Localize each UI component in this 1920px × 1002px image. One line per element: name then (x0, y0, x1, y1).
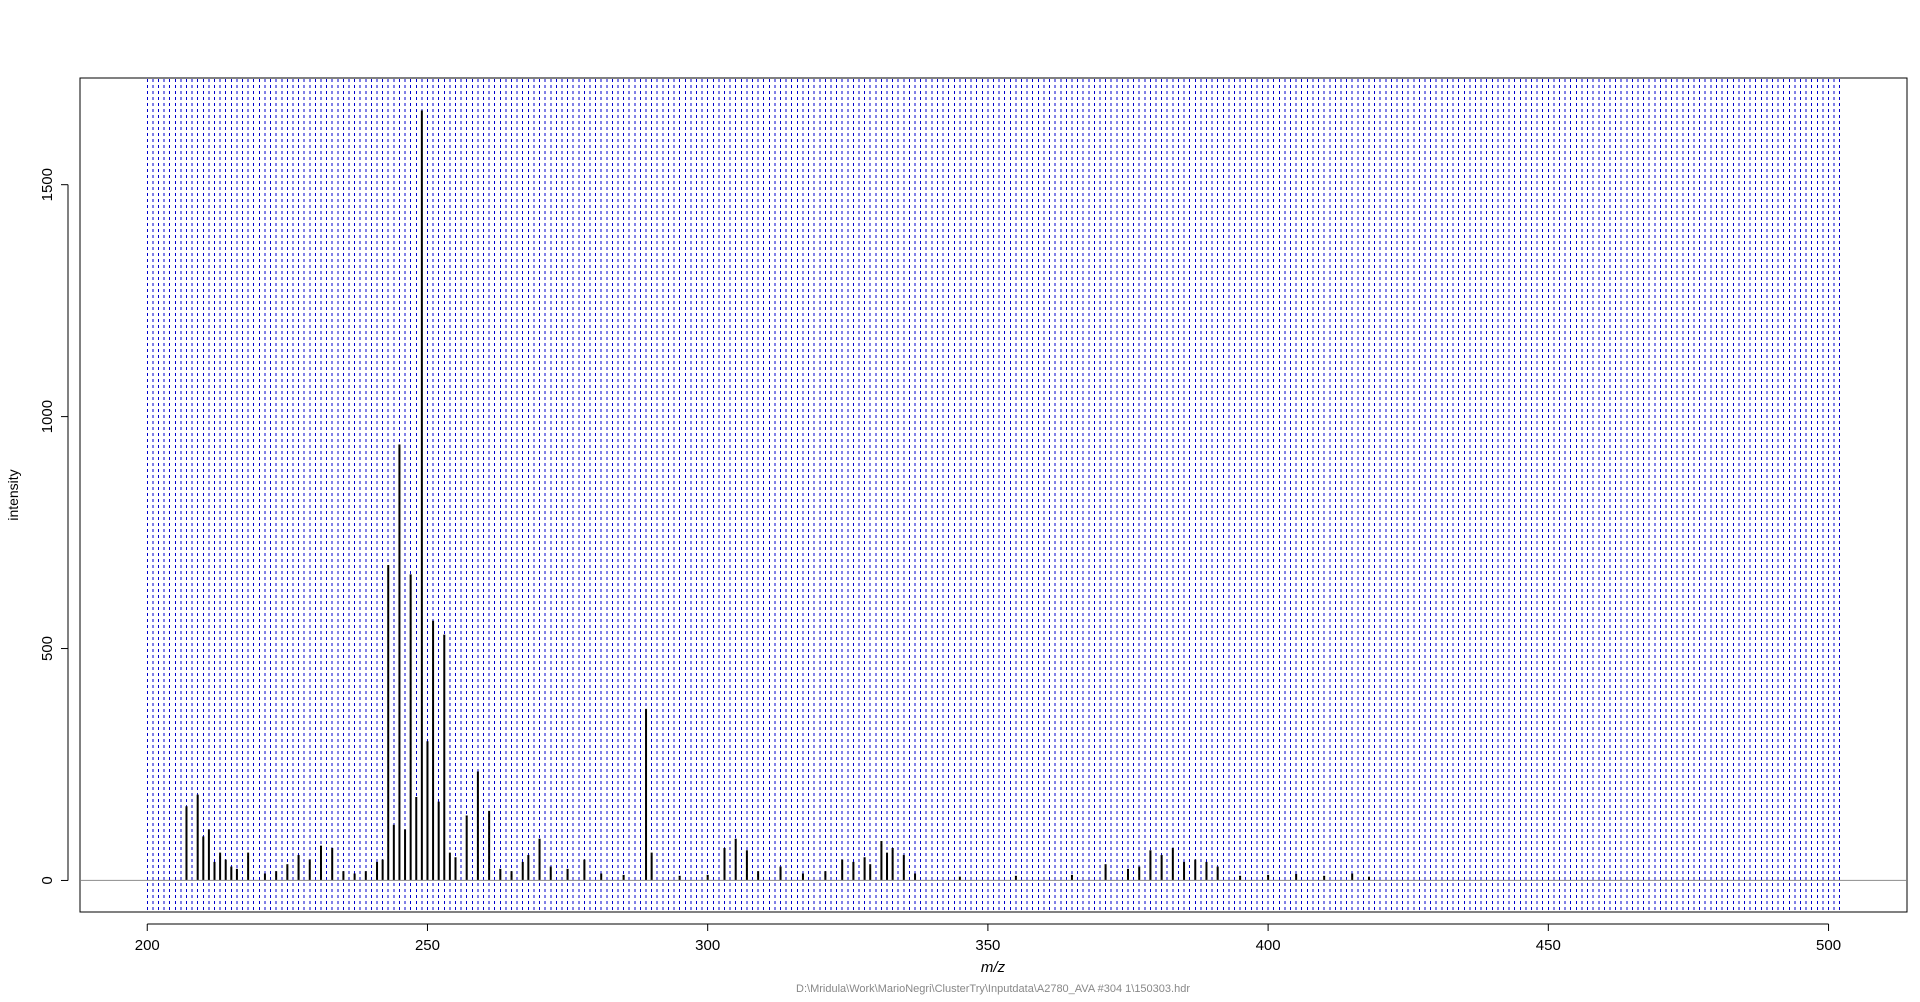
x-tick-label: 500 (1816, 937, 1841, 954)
x-tick-label: 450 (1536, 937, 1561, 954)
x-tick-label: 350 (975, 937, 1000, 954)
x-axis-label: m/z (981, 959, 1006, 976)
y-axis: 0 500 1000 1500 (39, 168, 68, 885)
y-tick-label: 1000 (39, 400, 56, 433)
y-tick-label: 0 (39, 876, 56, 884)
spectrum-peaks (186, 110, 1369, 880)
y-tick-label: 500 (39, 636, 56, 661)
x-tick-label: 400 (1256, 937, 1281, 954)
x-tick-label: 200 (135, 937, 160, 954)
x-tick-label: 250 (415, 937, 440, 954)
x-tick-label: 300 (695, 937, 720, 954)
y-axis-label: intensity (5, 469, 21, 520)
grid-lines (147, 79, 1839, 911)
x-axis: 200 250 300 350 400 450 500 (135, 924, 1841, 954)
file-path-caption: D:\Mridula\Work\MarioNegri\ClusterTry\In… (796, 983, 1190, 995)
y-tick-label: 1500 (39, 168, 56, 201)
